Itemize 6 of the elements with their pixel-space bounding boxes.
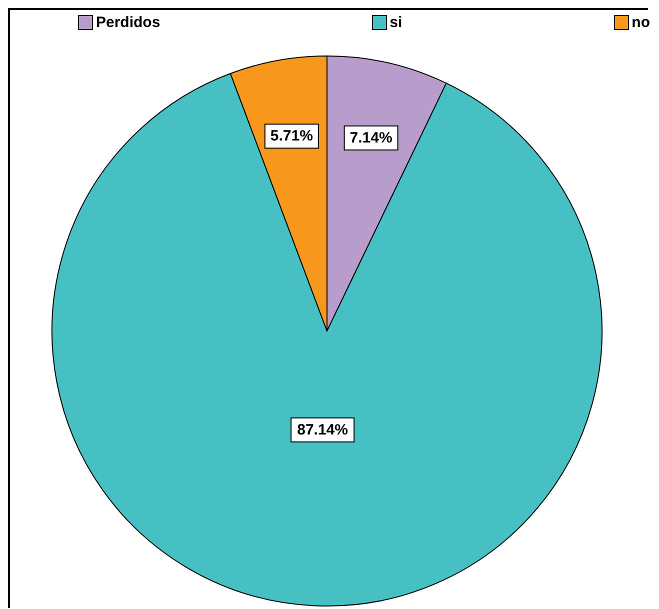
- data-label: 7.14%: [350, 129, 392, 146]
- legend-label: si: [390, 14, 402, 31]
- legend-label: no: [632, 14, 650, 31]
- legend-label: Perdidos: [96, 14, 160, 31]
- data-label: 87.14%: [297, 421, 348, 438]
- data-label: 5.71%: [270, 128, 313, 145]
